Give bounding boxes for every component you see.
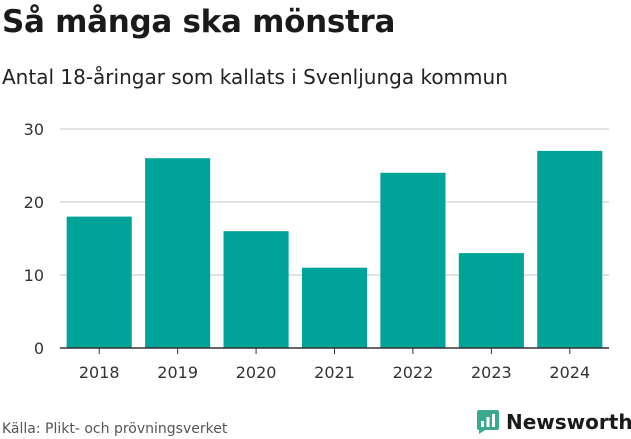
x-tick-label: 2018 (79, 363, 120, 382)
bars (66, 150, 603, 348)
bar-2018 (66, 216, 132, 348)
bar-2022 (380, 172, 446, 348)
chart-title: Så många ska mönstra (2, 4, 396, 40)
x-tick-label: 2020 (236, 363, 277, 382)
grid-lines (60, 128, 609, 276)
x-tick-label: 2019 (157, 363, 198, 382)
bar-2020 (223, 231, 289, 348)
y-tick-label: 20 (24, 193, 44, 212)
y-tick-label: 30 (24, 120, 44, 139)
bar-chart: 0 10 20 30 2018 2019 2020 2021 2022 2023 2024 (24, 120, 609, 382)
x-tick-label: 2022 (393, 363, 434, 382)
bar-2019 (145, 158, 211, 348)
chart-subtitle: Antal 18-åringar som kallats i Svenljung… (2, 65, 508, 89)
x-tick-label: 2023 (471, 363, 512, 382)
y-tick-label: 0 (34, 339, 44, 358)
y-axis-ticks: 0 10 20 30 (24, 120, 44, 358)
source-note: Källa: Plikt- och prövningsverket (2, 421, 228, 437)
bar-2023 (458, 253, 524, 348)
x-tick-label: 2021 (314, 363, 355, 382)
brand-name: Newsworthy (506, 410, 631, 434)
brand-logo: Newsworthy (476, 407, 631, 437)
x-axis-ticks: 2018 2019 2020 2021 2022 2023 2024 (79, 348, 590, 382)
bar-2024 (537, 150, 603, 348)
bar-2021 (301, 267, 368, 348)
newsworthy-logo-icon (477, 410, 499, 434)
x-tick-label: 2024 (549, 363, 590, 382)
y-tick-label: 10 (24, 266, 44, 285)
